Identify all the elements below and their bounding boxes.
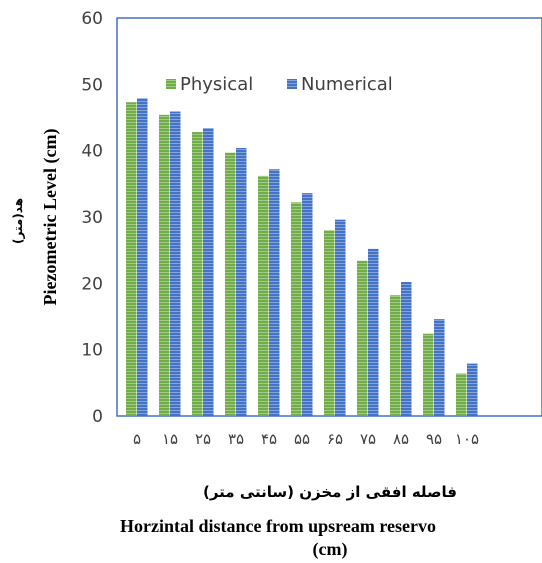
bar-physical (456, 373, 467, 416)
bar-physical (159, 114, 170, 416)
bar-physical (192, 132, 203, 417)
legend-swatch-numerical (287, 79, 297, 89)
x-axis-label: Horzintal distance from upsream reservo (120, 516, 436, 536)
x-tick-label: ۲۵ (195, 430, 211, 448)
x-tick-label: ۱۰۵ (455, 430, 479, 448)
legend-label-physical: Physical (180, 74, 253, 95)
bar-numerical (401, 282, 412, 416)
y-tick-label: 50 (81, 75, 103, 95)
y-tick-label: 30 (81, 208, 103, 228)
x-tick-label: ۷۵ (360, 430, 376, 448)
bar-physical (423, 333, 434, 416)
bar-physical (357, 260, 368, 416)
y-tick-label: 0 (92, 407, 103, 427)
bar-numerical (203, 128, 214, 416)
y-tick-label: 10 (81, 341, 103, 361)
bar-numerical (434, 319, 445, 416)
y-tick-label: 40 (81, 142, 103, 162)
y-axis-label: Piezometric Level (cm) (40, 129, 61, 306)
bar-numerical (368, 248, 379, 416)
x-axis-label-unit: (cm) (313, 539, 348, 560)
bar-numerical (302, 193, 313, 416)
legend: Physical Numerical (166, 74, 393, 95)
bar-physical (390, 295, 401, 416)
y-axis-ticks: 0 10 20 30 40 50 60 (81, 9, 103, 427)
x-axis-ticks: ۵ ۱۵ ۲۵ ۳۵ ۴۵ ۵۵ ۶۵ ۷۵ ۸۵ ۹۵ ۱۰۵ (133, 430, 479, 448)
y-axis-label-persian: هد(متر) (11, 198, 25, 244)
bar-numerical (269, 169, 280, 416)
x-tick-label: ۸۵ (393, 430, 409, 448)
bar-numerical (236, 148, 247, 416)
bar-physical (291, 202, 302, 416)
x-tick-label: ۱۵ (162, 430, 178, 448)
bar-physical (258, 175, 269, 416)
x-tick-label: ۶۵ (327, 430, 343, 448)
bar-physical (225, 152, 236, 416)
x-tick-label: ۳۵ (228, 430, 244, 448)
x-tick-label: ۵ (133, 430, 141, 448)
bar-numerical (335, 219, 346, 416)
legend-label-numerical: Numerical (301, 74, 393, 95)
bar-physical (324, 230, 335, 416)
x-tick-label: ۵۵ (294, 430, 310, 448)
y-tick-label: 60 (81, 9, 103, 29)
x-tick-label: ۹۵ (426, 430, 442, 448)
bar-numerical (170, 111, 181, 416)
legend-swatch-physical (166, 79, 176, 89)
bar-numerical (467, 363, 478, 416)
y-tick-label: 20 (81, 274, 103, 294)
bar-numerical (137, 98, 148, 416)
bar-physical (126, 102, 137, 416)
bars (126, 98, 478, 417)
x-tick-label: ۴۵ (261, 430, 277, 448)
x-axis-label-persian: فاصله افقی از مخزن (سانتی متر) (203, 483, 457, 501)
